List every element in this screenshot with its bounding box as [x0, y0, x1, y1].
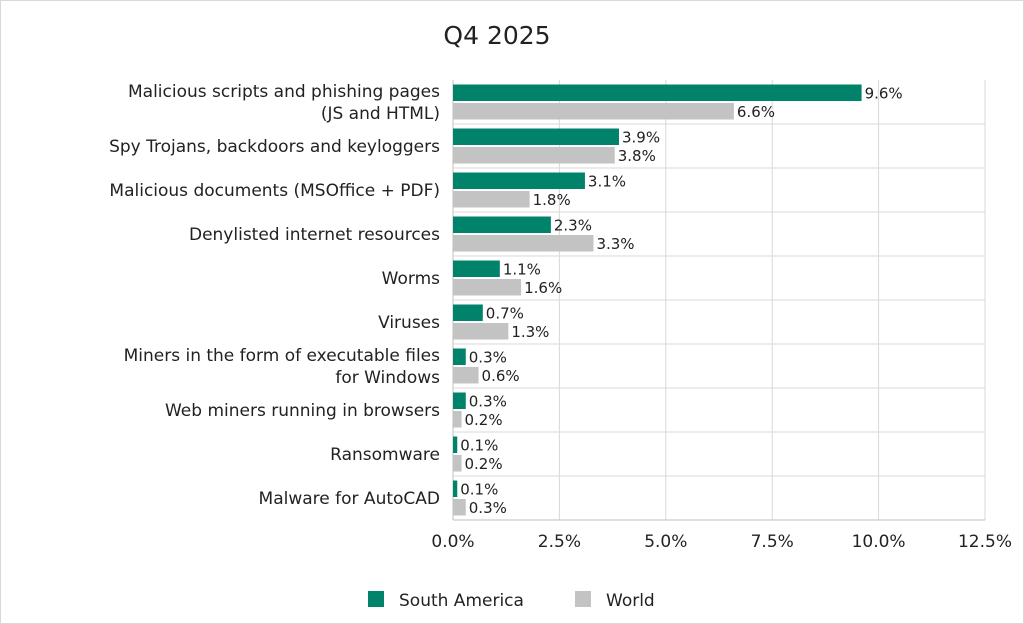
data-label: 6.6%: [737, 103, 775, 121]
data-label: 9.6%: [865, 84, 903, 102]
bar-world: [453, 367, 479, 384]
data-label: 0.3%: [469, 499, 507, 517]
legend-swatch: [575, 591, 591, 607]
bar-south-america: [453, 84, 862, 101]
category-label: Web miners running in browsers: [165, 401, 440, 421]
bar-world: [453, 235, 594, 252]
data-label: 0.6%: [482, 367, 520, 385]
x-tick-label: 7.5%: [751, 532, 794, 552]
bar-world: [453, 103, 734, 120]
legend-swatch: [368, 591, 384, 607]
bar-south-america: [453, 128, 619, 145]
data-label: 0.1%: [460, 480, 498, 498]
category-label: Miners in the form of executable files fo…: [124, 346, 441, 388]
legend: South America World: [368, 591, 655, 611]
bar-south-america: [453, 172, 585, 189]
bar-south-america: [453, 436, 458, 453]
x-tick-label: 2.5%: [538, 532, 581, 552]
bar-world: [453, 279, 522, 296]
x-tick-label: 5.0%: [644, 532, 687, 552]
data-label: 0.2%: [465, 411, 503, 429]
bar-south-america: [453, 304, 483, 321]
data-label: 0.2%: [465, 455, 503, 473]
bar-south-america: [453, 392, 466, 409]
bars: [453, 84, 862, 516]
grid-lines: [452, 80, 986, 521]
category-label: Worms: [382, 269, 440, 289]
bar-world: [453, 499, 466, 516]
data-label: 1.1%: [503, 260, 541, 278]
category-label: Spy Trojans, backdoors and keyloggers: [109, 137, 440, 157]
data-label: 2.3%: [554, 216, 592, 234]
data-label: 3.9%: [622, 128, 660, 146]
bar-south-america: [453, 348, 466, 365]
bar-south-america: [453, 480, 458, 497]
data-label: 1.6%: [524, 279, 562, 297]
category-label: Malicious documents (MSOffice + PDF): [109, 181, 440, 201]
category-label: Malicious scripts and phishing pages (JS …: [128, 82, 440, 124]
data-label: 0.3%: [469, 392, 507, 410]
x-tick-label: 0.0%: [431, 532, 474, 552]
category-label: Denylisted internet resources: [189, 225, 440, 245]
category-label: Viruses: [378, 313, 440, 333]
bar-world: [453, 323, 509, 340]
data-label: 0.7%: [486, 304, 524, 322]
data-label: 1.8%: [533, 191, 571, 209]
category-label: Malware for AutoCAD: [259, 489, 440, 509]
data-label: 0.3%: [469, 348, 507, 366]
bar-world: [453, 191, 530, 208]
category-label: Ransomware: [330, 445, 440, 465]
category-labels: Malicious scripts and phishing pages (JS …: [109, 82, 440, 509]
x-axis-ticks: 0.0% 2.5% 5.0% 7.5% 10.0% 12.5%: [431, 532, 1012, 552]
bar-world: [453, 147, 615, 164]
bar-south-america: [453, 260, 500, 277]
data-label: 3.8%: [618, 147, 656, 165]
data-label: 3.3%: [596, 235, 634, 253]
legend-label: World: [606, 591, 655, 611]
data-label: 1.3%: [511, 323, 549, 341]
chart-title: Q4 2025: [443, 21, 550, 50]
bar-south-america: [453, 216, 551, 233]
x-tick-label: 12.5%: [958, 532, 1012, 552]
data-label: 3.1%: [588, 172, 626, 190]
legend-label: South America: [399, 591, 524, 611]
bar-world: [453, 411, 462, 428]
bar-world: [453, 455, 462, 472]
x-tick-label: 10.0%: [852, 532, 906, 552]
data-labels: 9.6% 6.6% 3.9%3.8% 3.1% 1.8% 2.3%3.3% 1.1%1.6%…: [460, 84, 902, 517]
data-label: 0.1%: [460, 436, 498, 454]
